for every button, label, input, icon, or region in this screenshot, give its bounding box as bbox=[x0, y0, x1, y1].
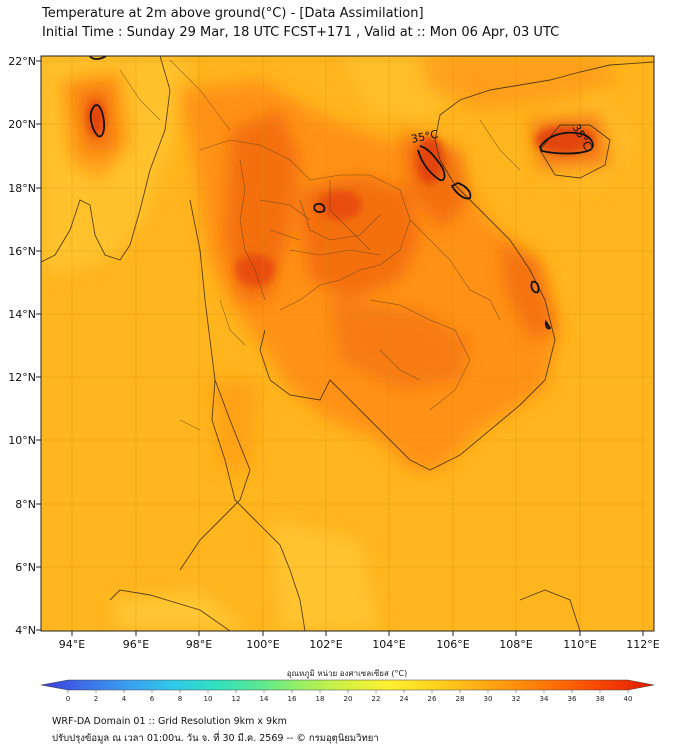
colorbar-tick-label: 20 bbox=[344, 695, 353, 703]
colorbar-tick-label: 34 bbox=[540, 695, 549, 703]
map-title-line2: Initial Time : Sunday 29 Mar, 18 UTC FCS… bbox=[42, 25, 560, 40]
colorbar-tick-label: 26 bbox=[428, 695, 437, 703]
colorbar: อุณหภูมิ หน่วย องศาเซลเซียส (°C) 0 2 4 6 8 10… bbox=[40, 669, 655, 703]
hot-regions bbox=[75, 85, 610, 390]
lat-label-14n: 14°N bbox=[8, 308, 36, 321]
colorbar-tick-label: 36 bbox=[568, 695, 577, 703]
lon-label-94e: 94°E bbox=[59, 638, 85, 651]
colorbar-tick-label: 4 bbox=[122, 695, 127, 703]
map-panel: 35°C 35°C bbox=[41, 56, 654, 631]
coastlines bbox=[41, 56, 654, 631]
footer-update-info: ปรับปรุงข้อมูล ณ เวลา 01:00น. วัน จ. ที่… bbox=[52, 733, 379, 744]
colorbar-title: อุณหภูมิ หน่วย องศาเซลเซียส (°C) bbox=[287, 669, 408, 679]
colorbar-gradient bbox=[40, 679, 655, 691]
lon-label-102e: 102°E bbox=[309, 638, 342, 651]
lon-label-108e: 108°E bbox=[499, 638, 532, 651]
lon-label-106e: 106°E bbox=[436, 638, 469, 651]
colorbar-tick-label: 16 bbox=[288, 695, 297, 703]
contour-label-1: 35°C bbox=[410, 128, 440, 146]
lat-label-12n: 12°N bbox=[8, 371, 36, 384]
lat-label-6n: 6°N bbox=[15, 561, 36, 574]
colorbar-tick-label: 18 bbox=[316, 695, 325, 703]
colorbar-tick-label: 24 bbox=[400, 695, 409, 703]
colorbar-tick-label: 22 bbox=[372, 695, 381, 703]
colorbar-tick-label: 0 bbox=[66, 695, 70, 703]
lat-label-20n: 20°N bbox=[8, 118, 36, 131]
lon-label-112e: 112°E bbox=[626, 638, 659, 651]
colorbar-ticks: 0 2 4 6 8 10 12 14 16 18 20 22 24 26 28 30 32 34 36 38 40 bbox=[66, 690, 633, 703]
lon-label-104e: 104°E bbox=[372, 638, 405, 651]
lat-label-18n: 18°N bbox=[8, 182, 36, 195]
lat-axis: 22°N 20°N 18°N 16°N 14°N 12°N 10°N 8°N 6… bbox=[8, 55, 41, 637]
lat-label-16n: 16°N bbox=[8, 245, 36, 258]
lon-label-96e: 96°E bbox=[123, 638, 149, 651]
colorbar-tick-label: 10 bbox=[204, 695, 213, 703]
lon-axis: 94°E 96°E 98°E 100°E 102°E 104°E 106°E 1… bbox=[59, 631, 660, 651]
colorbar-tick-label: 8 bbox=[178, 695, 182, 703]
lat-label-8n: 8°N bbox=[15, 498, 36, 511]
colorbar-tick-label: 38 bbox=[596, 695, 605, 703]
colorbar-tick-label: 32 bbox=[512, 695, 521, 703]
lon-label-100e: 100°E bbox=[246, 638, 279, 651]
lat-label-22n: 22°N bbox=[8, 55, 36, 68]
colorbar-tick-label: 30 bbox=[484, 695, 493, 703]
lat-label-4n: 4°N bbox=[15, 624, 36, 637]
lon-label-98e: 98°E bbox=[186, 638, 212, 651]
admin-borders bbox=[119, 59, 521, 431]
colorbar-tick-label: 14 bbox=[260, 695, 269, 703]
colorbar-tick-label: 28 bbox=[456, 695, 465, 703]
colorbar-tick-label: 6 bbox=[150, 695, 155, 703]
footer-domain-info: WRF-DA Domain 01 :: Grid Resolution 9km … bbox=[52, 716, 287, 727]
contour-35c bbox=[89, 56, 594, 330]
lat-label-10n: 10°N bbox=[8, 434, 36, 447]
map-title-line1: Temperature at 2m above ground(°C) - [Da… bbox=[42, 6, 424, 21]
colorbar-tick-label: 12 bbox=[232, 695, 241, 703]
colorbar-tick-label: 40 bbox=[624, 695, 633, 703]
map-frame bbox=[40, 55, 655, 632]
colorbar-tick-label: 2 bbox=[94, 695, 98, 703]
lon-label-110e: 110°E bbox=[563, 638, 596, 651]
